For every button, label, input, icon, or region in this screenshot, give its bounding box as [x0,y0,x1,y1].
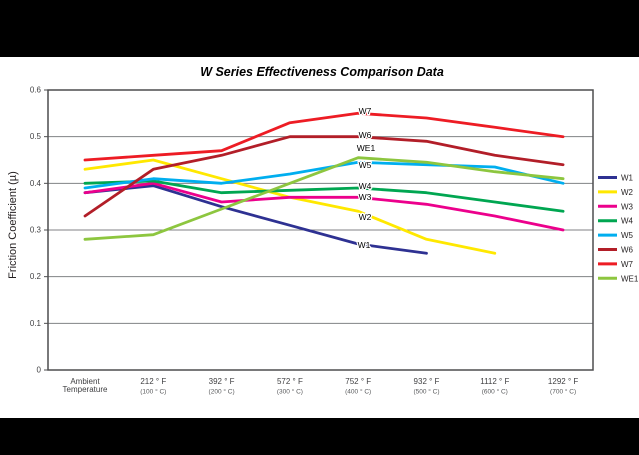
x-category-sublabel: (600 ° C) [482,388,508,396]
x-category-sublabel: Temperature [63,385,108,394]
series-point-label-W6: W6 [359,130,372,140]
y-tick-label: 0 [37,366,42,375]
series-point-label-W1: W1 [358,240,371,250]
series-point-label-WE1: WE1 [357,143,376,153]
legend-label-WE1: WE1 [621,274,639,283]
legend-label-W2: W2 [621,188,634,197]
series-point-label-W2: W2 [359,212,372,222]
y-tick-label: 0.6 [30,86,42,95]
legend-label-W7: W7 [621,260,634,269]
legend-label-W5: W5 [621,231,634,240]
x-category-sublabel: (300 ° C) [277,388,303,396]
series-line-W4 [83,179,565,213]
legend-label-W6: W6 [621,246,634,255]
series-line-WE1 [83,156,565,241]
x-category-label: 1112 ° F [480,377,509,386]
x-category-label: 752 ° F [345,377,371,386]
plot-border [47,89,594,371]
y-tick-label: 0.5 [30,132,42,141]
x-category-label: Ambient [70,377,100,386]
series-line-W5 [83,160,565,190]
legend-label-W4: W4 [621,217,634,226]
x-category-label: 212 ° F [140,377,166,386]
y-tick-label: 0.4 [30,179,42,188]
legend-label-W1: W1 [621,174,634,183]
x-category-sublabel: (500 ° C) [413,388,439,396]
y-tick-label: 0.3 [30,226,42,235]
series-point-label-W7: W7 [359,106,372,116]
series-point-label-W4: W4 [359,181,372,191]
legend-label-W3: W3 [621,202,634,211]
x-category-label: 572 ° F [277,377,303,386]
y-axis-title: Friction Coefficient (µ) [7,171,19,279]
x-category-sublabel: (100 ° C) [140,388,166,396]
chart-title: W Series Effectiveness Comparison Data [200,65,444,79]
series-line-W3 [83,181,565,232]
y-tick-label: 0.2 [30,272,42,281]
x-category-sublabel: (400 ° C) [345,388,371,396]
x-category-sublabel: (700 ° C) [550,388,576,396]
series-point-label-W5: W5 [359,160,372,170]
x-category-sublabel: (200 ° C) [209,388,235,396]
x-category-label: 392 ° F [209,377,235,386]
x-category-label: 1292 ° F [548,377,578,386]
series-line-W7 [83,111,565,162]
series-point-label-W3: W3 [359,192,372,202]
y-tick-label: 0.1 [30,319,42,328]
series-line-W1 [83,184,428,255]
x-category-label: 932 ° F [414,377,440,386]
series-line-W6 [83,135,565,218]
